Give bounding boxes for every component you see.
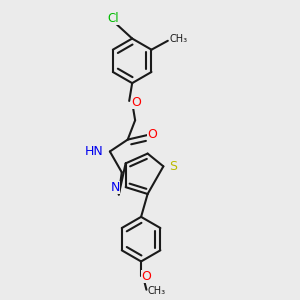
Text: CH₃: CH₃ [148,286,166,296]
Text: O: O [131,96,141,109]
Text: S: S [169,160,177,173]
Text: Cl: Cl [107,12,119,25]
Text: O: O [147,128,157,141]
Text: HN: HN [85,145,104,158]
Text: CH₃: CH₃ [169,34,188,44]
Text: N: N [110,181,120,194]
Text: O: O [142,270,152,283]
